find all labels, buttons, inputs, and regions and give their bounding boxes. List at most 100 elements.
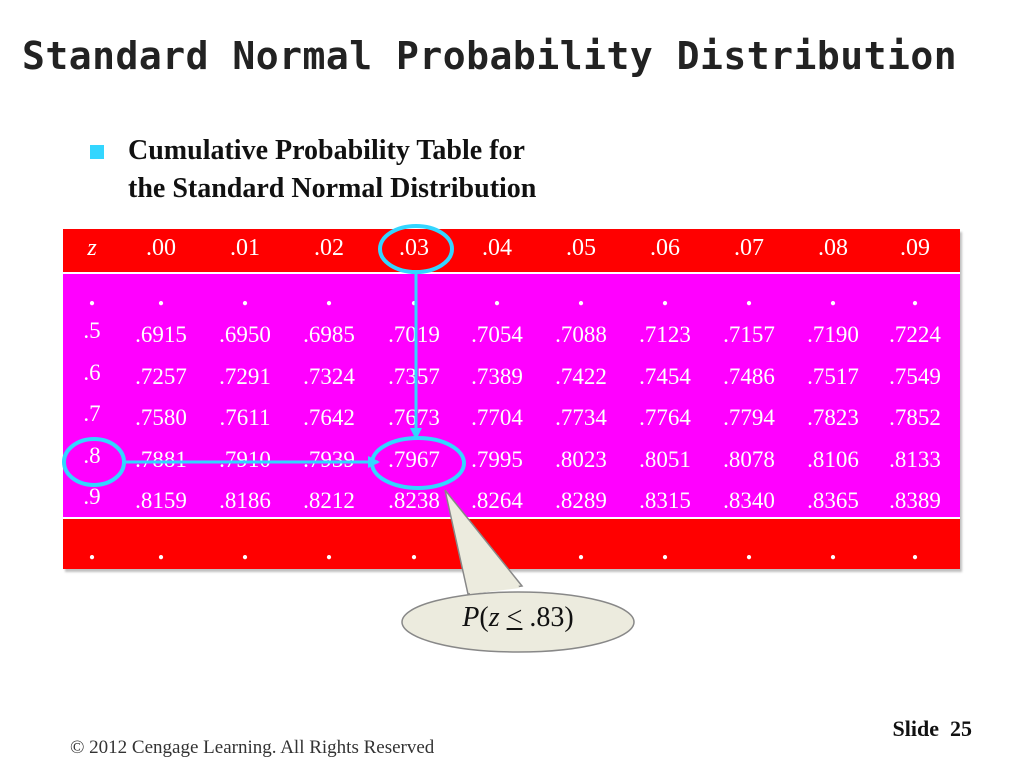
ellipsis-dot: . [325,282,333,311]
column-header: .08 [818,235,848,261]
table-cell: .8365 [807,488,859,513]
column-header: .09 [900,235,930,261]
table-cell: .7580 [135,405,187,430]
table-cell: .7939 [303,447,355,472]
ellipsis-dot: . [410,282,418,311]
ellipsis-dot: . [241,536,249,565]
cell-7967-highlight [370,436,466,490]
table-cell: .7852 [889,405,941,430]
table-cell: .7389 [471,364,523,389]
ellipsis-dot: . [493,282,501,311]
ellipsis-dot: . [911,536,919,565]
table-cell: .7611 [219,405,271,430]
column-header: .04 [482,235,512,261]
table-cell: .7764 [639,405,691,430]
column-arrowhead-icon [410,428,422,440]
callout-less-equal: < [506,602,523,633]
table-cell: .7823 [807,405,859,430]
table-cell: .6915 [135,322,187,347]
table-cell: .7995 [471,447,523,472]
ellipsis-dot: . [577,282,585,311]
table-cell: .7357 [388,364,440,389]
table-cell: .7454 [639,364,691,389]
ellipsis-dot: . [829,536,837,565]
header-z-label: z [87,235,97,261]
bullet-line-1: Cumulative Probability Table for [128,135,525,166]
ellipsis-dot: . [745,536,753,565]
table-cell: .7734 [555,405,607,430]
callout-pointer-fill [448,496,520,594]
ellipsis-dot: . [88,282,96,311]
table-cell: .8289 [555,488,607,513]
callout-open-paren: ( [479,602,489,633]
table-cell: .7019 [388,322,440,347]
table-cell: .7881 [135,447,187,472]
column-header: .00 [146,235,176,261]
table-cell: .6950 [219,322,271,347]
ellipsis-dot: . [241,282,249,311]
table-cell: .8051 [639,447,691,472]
table-cell: .7190 [807,322,859,347]
row-z-label: .8 [83,443,101,468]
column-header: .02 [314,235,344,261]
table-cell: .8106 [807,447,859,472]
table-cell: .8159 [135,488,187,513]
table-cell: .7794 [723,405,775,430]
table-cell: .8315 [639,488,691,513]
table-cell: .7517 [807,364,859,389]
row-z-label: .5 [83,318,101,343]
bullet-text: Cumulative Probability Table for the Sta… [128,132,536,208]
ellipsis-dot: . [661,536,669,565]
table-cell: .8340 [723,488,775,513]
table-cell: .7422 [555,364,607,389]
column-header: .05 [566,235,596,261]
ellipsis-dot: . [88,536,96,565]
row-z-label: .9 [83,484,101,509]
bullet-square-icon [90,145,104,159]
table-cell: .8023 [555,447,607,472]
column-03-highlight [378,224,454,274]
ellipsis-dot: . [577,536,585,565]
table-cell: .7088 [555,322,607,347]
ellipsis-dot: . [911,282,919,311]
slide-number-label: Slide 25 [893,716,972,742]
callout-p: P [462,602,480,633]
table-cell: .8078 [723,447,775,472]
table-header-band [63,229,960,272]
table-cell: .7486 [723,364,775,389]
table-cell: .7967 [388,447,440,472]
table-cell: .8238 [388,488,440,513]
table-cell: .7257 [135,364,187,389]
table-cell: .7324 [303,364,355,389]
callout-rest: .83) [522,602,574,633]
ellipsis-dot: . [157,282,165,311]
row-z-label: .7 [83,401,101,426]
row-08-highlight [62,437,126,487]
column-header: .07 [734,235,764,261]
ellipsis-dot: . [493,536,501,565]
table-cell: .7910 [219,447,271,472]
table-cell: .7224 [889,322,941,347]
table-cell: .8133 [889,447,941,472]
cumulative-probability-table: z .00 .01 .02 .03 .04 .05 .06 .07 .08 .09.........… [63,229,960,569]
slide-title: Standard Normal Probability Distribution [22,34,958,78]
table-cell: .7157 [723,322,775,347]
ellipsis-dot: . [661,282,669,311]
table-cell: .7054 [471,322,523,347]
slide-number: 25 [950,716,972,741]
callout-z: z [488,602,500,633]
table-cell: .7642 [303,405,355,430]
ellipsis-dot: . [325,536,333,565]
table-cell: .7704 [471,405,523,430]
table-cell: .8264 [471,488,523,513]
table-cell: .7549 [889,364,941,389]
ellipsis-dot: . [410,536,418,565]
copyright-notice: © 2012 Cengage Learning. All Rights Rese… [70,737,435,758]
table-cell: .6985 [303,322,355,347]
column-header: .06 [650,235,680,261]
table-footer-band [63,517,960,569]
ellipsis-dot: . [745,282,753,311]
table-cell: .7123 [639,322,691,347]
slide-label: Slide [892,716,939,741]
table-cell: .8212 [303,488,355,513]
